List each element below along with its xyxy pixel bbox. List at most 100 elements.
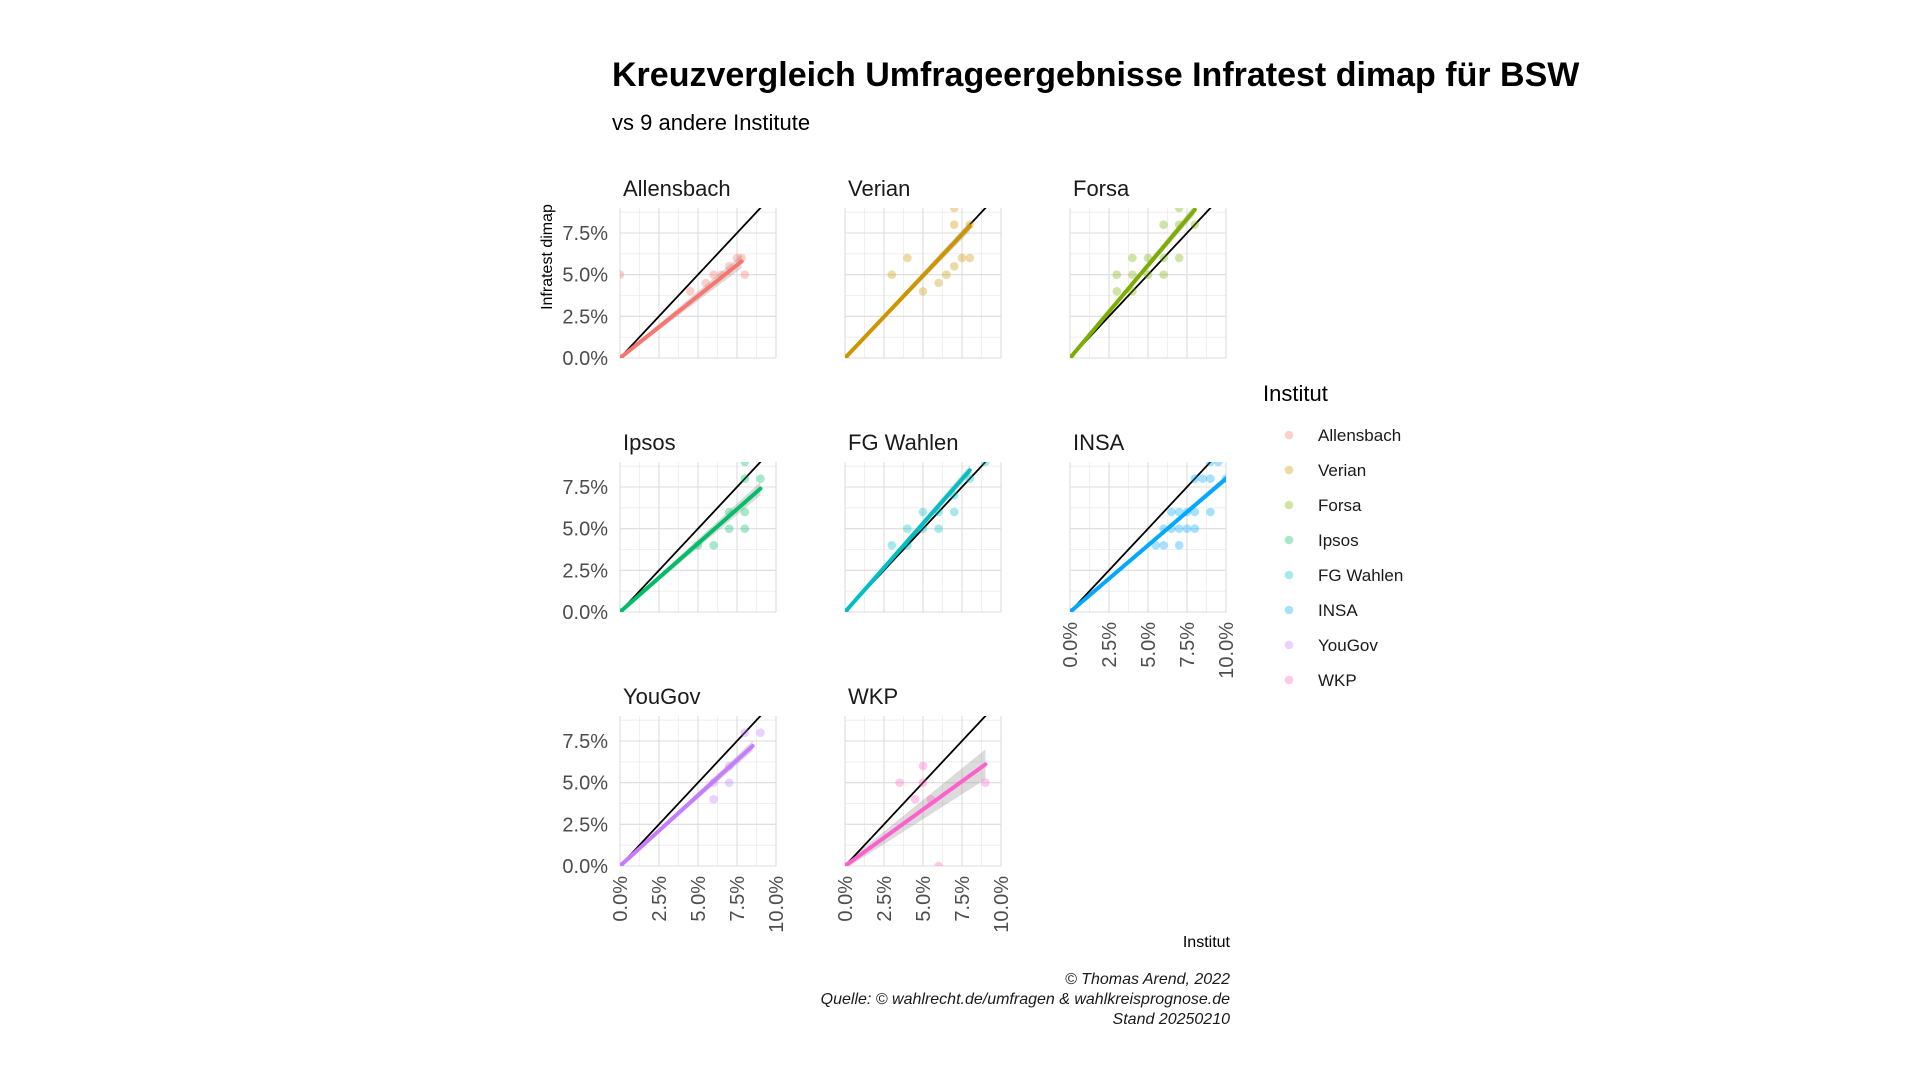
- legend-label: YouGov: [1318, 636, 1378, 655]
- data-point: [845, 607, 850, 612]
- data-point: [887, 541, 897, 550]
- data-point: [981, 778, 990, 787]
- y-tick-label: 5.0%: [562, 773, 608, 795]
- data-point: [724, 507, 734, 517]
- regression-line: [1070, 476, 1226, 612]
- panel-title: YouGov: [623, 684, 700, 709]
- reference-line: [620, 716, 762, 866]
- data-point: [1143, 253, 1153, 263]
- data-point: [1174, 253, 1184, 263]
- y-tick-label: 2.5%: [562, 306, 608, 328]
- legend-label: Forsa: [1318, 496, 1362, 515]
- legend-item-verian: Verian: [1284, 461, 1366, 480]
- data-point: [1112, 287, 1122, 296]
- legend-title: Institut: [1263, 381, 1328, 406]
- chart-subtitle: vs 9 andere Institute: [612, 110, 810, 135]
- panel-insa: INSA 0.0% 2.5% 5.0% 7.5% 10.0%: [1060, 430, 1238, 679]
- data-point: [1198, 474, 1207, 483]
- y-tick-label: 2.5%: [562, 560, 608, 582]
- legend-key: [1284, 675, 1294, 685]
- x-tick-label: 0.0%: [835, 876, 857, 922]
- data-point: [620, 607, 625, 612]
- y-axis-label: Infratest dimap: [539, 204, 556, 310]
- data-point: [981, 462, 990, 467]
- regression-line: [620, 486, 763, 612]
- legend-item-wkp: WKP: [1284, 671, 1357, 690]
- data-point: [1174, 524, 1184, 533]
- data-point: [1182, 507, 1192, 517]
- data-point: [903, 541, 912, 550]
- data-point: [903, 524, 912, 533]
- data-point: [1174, 507, 1184, 517]
- data-point: [1167, 524, 1176, 533]
- caption-source: Quelle: © wahlrecht.de/umfragen & wahlkr…: [821, 991, 1230, 1008]
- y-tick-label: 2.5%: [562, 814, 608, 836]
- y-tick-label: 0.0%: [562, 856, 608, 878]
- x-tick-label: 10.0%: [1216, 622, 1238, 679]
- legend-label: Allensbach: [1318, 426, 1401, 445]
- data-point: [620, 861, 625, 866]
- data-point: [1151, 541, 1161, 550]
- legend-item-allensbach: Allensbach: [1284, 426, 1401, 445]
- data-point: [1174, 208, 1184, 213]
- data-point: [949, 491, 959, 500]
- data-point: [1159, 541, 1168, 550]
- data-point: [740, 728, 750, 737]
- data-point: [709, 778, 718, 787]
- data-point: [1143, 270, 1153, 279]
- data-point: [1206, 474, 1215, 483]
- x-tick-label: 10.0%: [766, 876, 788, 933]
- x-tick-label: 2.5%: [874, 876, 896, 922]
- legend-item-insa: INSA: [1284, 601, 1358, 620]
- legend-label: INSA: [1318, 601, 1358, 620]
- data-point: [965, 474, 975, 483]
- panel-title: Verian: [848, 176, 910, 201]
- data-point: [845, 353, 850, 358]
- regression-line: [620, 744, 755, 866]
- data-point: [709, 795, 718, 804]
- y-tick-label: 5.0%: [562, 519, 608, 541]
- panel-title: WKP: [848, 684, 898, 709]
- legend-label: FG Wahlen: [1318, 566, 1403, 585]
- x-tick-label: 0.0%: [610, 876, 632, 922]
- panel-title: Forsa: [1073, 176, 1130, 201]
- legend-item-forsa: Forsa: [1284, 496, 1362, 515]
- panel-yougov: YouGov 0.0% 2.5% 5.0% 7.5% 0.0% 2.5% 5.0% 7.5% 10…: [562, 684, 788, 933]
- data-point: [724, 524, 734, 533]
- data-point: [1221, 474, 1226, 483]
- panel-verian: Verian: [844, 176, 1002, 359]
- data-point: [934, 278, 943, 288]
- data-point: [685, 287, 695, 296]
- y-tick-label: 5.0%: [562, 265, 608, 287]
- reference-line: [620, 208, 762, 358]
- legend-key: [1284, 640, 1294, 650]
- legend: Institut Allensbach Verian Forsa Ipsos FG Wa…: [1263, 381, 1403, 690]
- data-point: [926, 795, 936, 804]
- panel-title: Allensbach: [623, 176, 731, 201]
- data-point: [737, 253, 746, 263]
- data-point: [934, 507, 943, 517]
- x-tick-label: 7.5%: [1177, 622, 1199, 668]
- data-point: [1167, 507, 1176, 517]
- data-point: [756, 728, 765, 737]
- data-point: [740, 462, 750, 467]
- data-point: [1128, 287, 1137, 296]
- data-point: [1159, 524, 1168, 533]
- data-point: [717, 270, 726, 279]
- data-point: [724, 262, 734, 271]
- data-point: [965, 220, 975, 229]
- x-tick-label: 2.5%: [649, 876, 671, 922]
- data-point: [1112, 270, 1122, 279]
- data-point: [918, 524, 928, 533]
- x-tick-label: 5.0%: [1138, 622, 1160, 668]
- x-tick-label: 7.5%: [727, 876, 749, 922]
- data-point: [1190, 507, 1200, 517]
- regression-line: [620, 259, 744, 358]
- data-point: [740, 524, 750, 533]
- data-point: [740, 270, 750, 279]
- data-point: [934, 861, 943, 866]
- data-point: [724, 778, 734, 787]
- data-point: [1159, 270, 1168, 279]
- x-tick-label: 5.0%: [688, 876, 710, 922]
